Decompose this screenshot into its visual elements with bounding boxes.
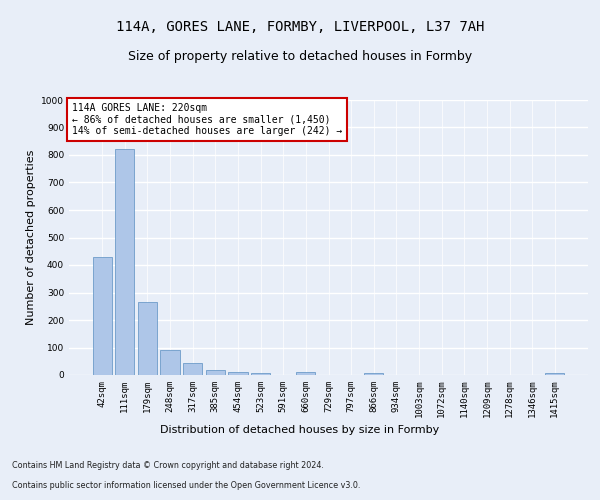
Text: Contains public sector information licensed under the Open Government Licence v3: Contains public sector information licen… xyxy=(12,480,361,490)
Text: Distribution of detached houses by size in Formby: Distribution of detached houses by size … xyxy=(160,425,440,435)
Bar xyxy=(138,302,157,375)
Bar xyxy=(229,372,248,375)
Y-axis label: Number of detached properties: Number of detached properties xyxy=(26,150,35,325)
Bar xyxy=(115,150,134,375)
Bar xyxy=(545,373,565,375)
Bar xyxy=(364,373,383,375)
Bar xyxy=(92,257,112,375)
Text: Contains HM Land Registry data © Crown copyright and database right 2024.: Contains HM Land Registry data © Crown c… xyxy=(12,460,324,469)
Text: 114A, GORES LANE, FORMBY, LIVERPOOL, L37 7AH: 114A, GORES LANE, FORMBY, LIVERPOOL, L37… xyxy=(116,20,484,34)
Bar xyxy=(251,373,270,375)
Text: Size of property relative to detached houses in Formby: Size of property relative to detached ho… xyxy=(128,50,472,63)
Bar xyxy=(296,372,316,375)
Bar xyxy=(183,362,202,375)
Bar xyxy=(160,350,180,375)
Text: 114A GORES LANE: 220sqm
← 86% of detached houses are smaller (1,450)
14% of semi: 114A GORES LANE: 220sqm ← 86% of detache… xyxy=(71,103,342,136)
Bar xyxy=(206,370,225,375)
